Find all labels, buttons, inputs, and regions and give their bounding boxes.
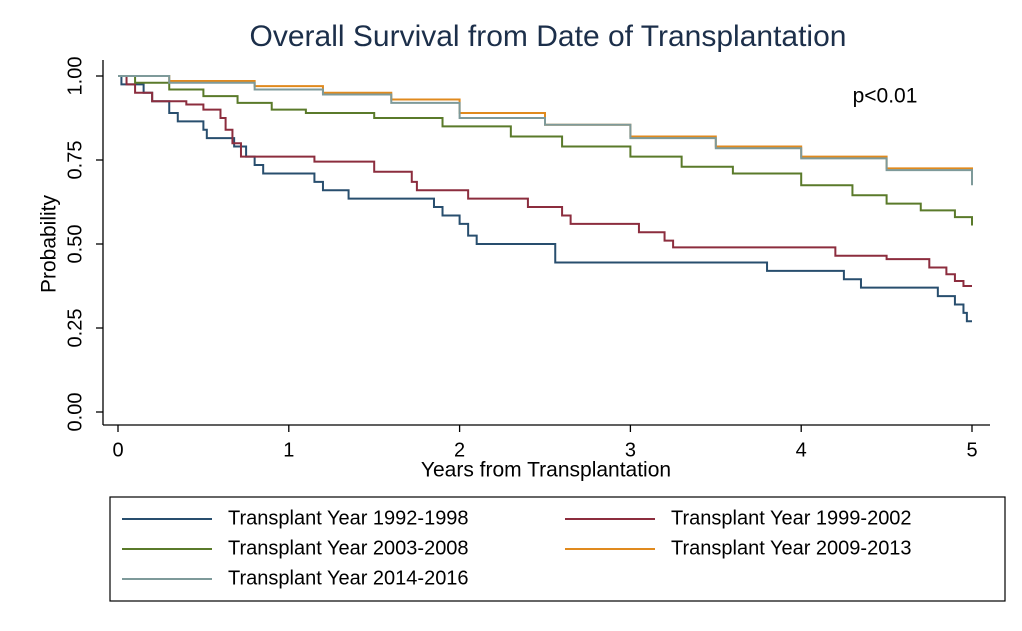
survival-line: [118, 75, 972, 287]
legend-label: Transplant Year 2009-2013: [671, 537, 912, 559]
y-axis-title: Probability: [38, 194, 61, 293]
x-tick-label: 5: [966, 439, 977, 461]
survival-line: [118, 75, 972, 323]
y-tick-label: 0.00: [64, 393, 86, 432]
y-tick-label: 0.50: [64, 225, 86, 264]
legend-label: Transplant Year 1992-1998: [228, 507, 469, 529]
legend-label: Transplant Year 1999-2002: [671, 507, 912, 529]
survival-line: [118, 75, 973, 181]
annotation: p<0.01: [853, 85, 918, 108]
y-tick-label: 0.25: [64, 309, 86, 348]
survival-line: [118, 75, 973, 186]
y-tick-label: 0.75: [64, 141, 86, 180]
x-tick-label: 4: [796, 439, 807, 461]
y-tick-label: 1.00: [64, 57, 86, 96]
chart-title: Overall Survival from Date of Transplant…: [250, 20, 847, 53]
legend-label: Transplant Year 2003-2008: [228, 537, 469, 559]
legend-label: Transplant Year 2014-2016: [228, 567, 469, 589]
x-tick-label: 2: [454, 439, 465, 461]
x-tick-label: 0: [112, 439, 123, 461]
survival-line: [118, 75, 973, 226]
x-tick-label: 3: [625, 439, 636, 461]
x-axis-title: Years from Transplantation: [421, 459, 671, 482]
x-tick-label: 1: [283, 439, 294, 461]
legend-box: [109, 496, 1006, 602]
